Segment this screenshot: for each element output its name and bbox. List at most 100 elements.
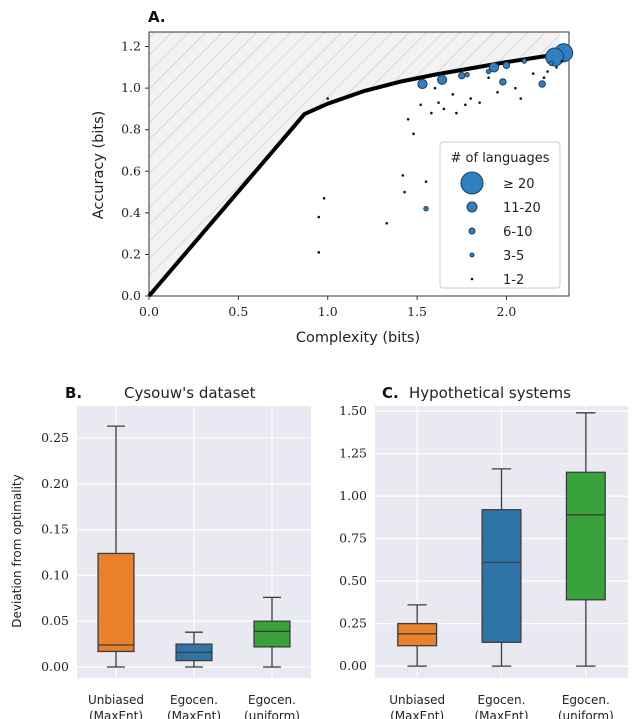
legend-entry-label: 6-10 [503, 225, 533, 240]
category-label: (MaxEnt) [167, 709, 221, 719]
data-point [545, 47, 565, 67]
y-tick-label: 0.25 [339, 616, 367, 631]
y-tick-label: 1.2 [121, 39, 141, 54]
y-tick-label: 1.00 [339, 488, 367, 503]
data-point [430, 111, 433, 115]
category-label: Egocen. [562, 693, 610, 707]
data-point [521, 58, 528, 64]
y-tick-label: 1.50 [339, 403, 367, 418]
data-point [385, 221, 389, 225]
data-point [488, 62, 500, 73]
panel-b-title: Cysouw's dataset [124, 384, 256, 402]
panel-a: A. 0.0 0.5 1.0 1.5 2.00.00.20.40.60.81.01.2 … [91, 8, 574, 346]
y-tick-label: 0.2 [121, 246, 141, 261]
data-point [548, 60, 554, 66]
category-label: Unbiased [389, 693, 445, 707]
y-tick-label: 0.0 [121, 288, 141, 303]
data-point [546, 70, 549, 73]
panel-c: C. Hypothetical systems 0.00 0.25 0.50 0.75… [339, 384, 628, 719]
data-point [502, 61, 511, 69]
x-tick-label: 1.5 [407, 304, 427, 319]
panel-a-x-axis-label: Complexity (bits) [296, 330, 420, 346]
category-label: Egocen. [478, 693, 526, 707]
data-point [555, 66, 558, 69]
data-point [464, 71, 470, 78]
data-point [406, 118, 410, 121]
data-point [499, 78, 507, 86]
data-point [455, 111, 458, 115]
panel-b: B. Cysouw's dataset 0.00 0.05 0.10 0.15 0.20… [10, 384, 311, 719]
legend-marker [468, 227, 476, 235]
data-point [412, 132, 415, 136]
y-tick-label: 0.6 [121, 163, 141, 178]
data-point [451, 93, 455, 96]
x-tick-label: 0.0 [139, 304, 159, 319]
y-tick-label: 0.75 [339, 531, 367, 546]
y-tick-label: 0.15 [41, 522, 69, 537]
data-point [464, 103, 467, 107]
data-point [485, 68, 492, 75]
unattainable-region [149, 32, 561, 296]
panel-b-y-axis-label: Deviation from optimality [10, 474, 24, 627]
data-point [322, 196, 326, 200]
data-point [437, 74, 448, 85]
data-point [560, 59, 564, 63]
data-point [401, 174, 405, 177]
panel-b-letter: B. [65, 384, 82, 402]
y-tick-label: 0.25 [41, 430, 69, 445]
y-tick-label: 0.8 [121, 122, 141, 137]
legend-marker [466, 201, 478, 213]
box-iqr [481, 509, 522, 643]
data-point [433, 86, 437, 90]
y-tick-label: 0.10 [41, 567, 69, 582]
data-point [542, 76, 546, 80]
legend-entry-label: 11-20 [503, 201, 541, 216]
box-iqr [253, 620, 291, 648]
panel-a-letter: A. [148, 8, 166, 26]
y-tick-label: 1.25 [339, 446, 367, 461]
data-point [442, 107, 446, 111]
data-point [487, 76, 490, 80]
panel-a-y-axis-label: Accuracy (bits) [91, 111, 107, 220]
data-point [538, 80, 546, 88]
x-tick-label: 1.0 [318, 304, 338, 319]
data-point [519, 97, 523, 100]
data-point [469, 97, 473, 100]
x-tick-label: 0.5 [228, 304, 248, 319]
data-point [417, 78, 428, 90]
box-iqr [97, 552, 135, 653]
data-point [514, 86, 517, 90]
category-label: (uniform) [244, 709, 300, 719]
data-point [531, 72, 535, 75]
legend-title: # of languages [451, 151, 550, 166]
y-tick-label: 0.00 [41, 659, 69, 674]
legend-entry-label: 1-2 [503, 273, 524, 288]
y-tick-label: 1.0 [121, 80, 141, 95]
legend-marker [470, 277, 474, 281]
y-tick-label: 0.05 [41, 613, 69, 628]
panel-c-letter: C. [382, 384, 399, 402]
panel-a-frame [148, 31, 570, 297]
category-label: (MaxEnt) [390, 709, 444, 719]
y-tick-label: 0.4 [121, 205, 141, 220]
data-point [458, 71, 466, 80]
data-point [496, 90, 499, 94]
information-bound-curve [147, 51, 561, 298]
category-label: (MaxEnt) [474, 709, 528, 719]
x-tick-label: 2.0 [497, 304, 517, 319]
data-point [326, 97, 330, 100]
data-point [424, 180, 428, 183]
data-point [423, 205, 429, 212]
y-tick-label: 0.00 [339, 658, 367, 673]
category-label: Egocen. [170, 693, 218, 707]
legend-entry-label: 3-5 [503, 249, 524, 264]
legend-entry-label: ≥ 20 [503, 177, 535, 192]
data-point [437, 101, 440, 104]
legend-marker [460, 171, 484, 195]
panel-a-legend: # of languages ≥ 20 11-20 6-10 3-5 1-2 [439, 141, 561, 289]
legend-marker [469, 252, 475, 258]
data-point [317, 215, 321, 219]
data-point [317, 251, 321, 254]
data-point [419, 103, 422, 107]
category-label: Unbiased [88, 693, 144, 707]
